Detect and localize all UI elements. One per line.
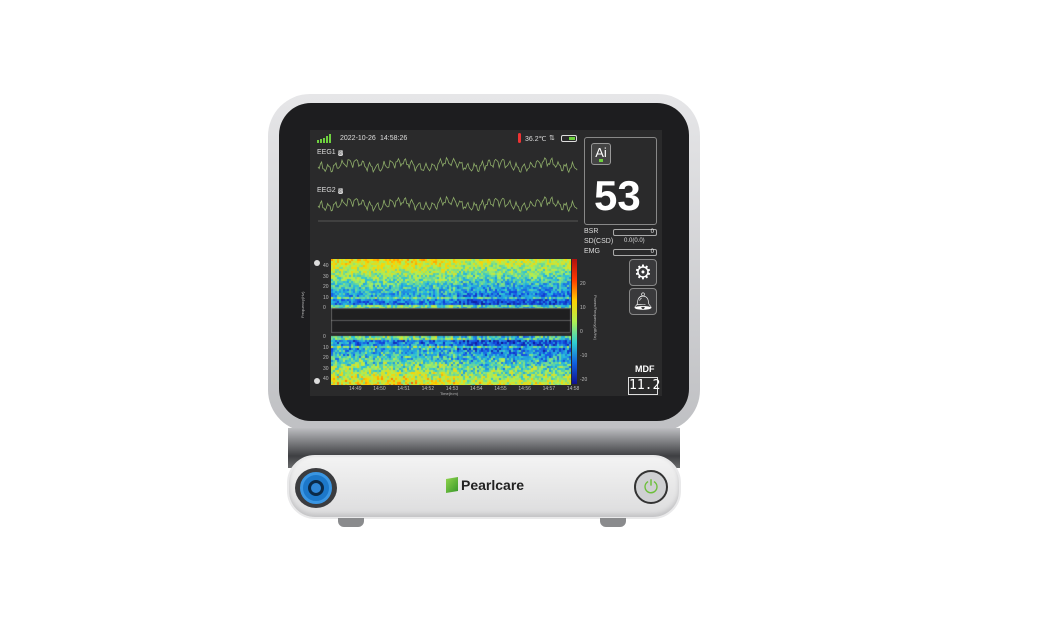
temperature-text: 36.2℃ xyxy=(525,136,547,143)
gear-icon: ⚙ xyxy=(634,262,652,284)
index-panel xyxy=(584,137,657,225)
bsr-value: 0 xyxy=(613,229,657,236)
x-tick: 14:51 xyxy=(397,386,410,392)
data-transfer-icon: ⇅ xyxy=(549,135,555,142)
bell-icon: 🔔︎ xyxy=(632,291,654,311)
x-tick: 14:55 xyxy=(494,386,507,392)
ai-icon: Ai xyxy=(591,143,611,165)
colorbar-tick: 20 xyxy=(580,281,586,287)
date-text: 2022-10-26 xyxy=(340,135,376,142)
index-value: 53 xyxy=(594,172,641,219)
sd-csd-value: 0.0(0.0) xyxy=(624,238,645,244)
y-tick: 40 xyxy=(323,263,329,269)
x-axis-label: Time(h:m) xyxy=(440,391,459,396)
colorbar-label: Power/Frequency(dB/Hz) xyxy=(593,295,598,340)
x-tick: 14:53 xyxy=(445,386,459,392)
colorbar-tick: 0 xyxy=(580,329,583,335)
battery-icon xyxy=(561,135,577,142)
colorbar-tick: -10 xyxy=(580,353,588,359)
x-tick: 14:58 xyxy=(566,386,580,392)
emg-value: 0 xyxy=(613,249,657,256)
leaf-logo-icon xyxy=(446,476,458,494)
emg-label: EMG xyxy=(584,248,600,255)
power-button[interactable]: ⏻ xyxy=(634,470,668,504)
mdf-label: MDF xyxy=(635,364,655,374)
sensor-port[interactable] xyxy=(295,468,337,508)
colorbar-tick: 10 xyxy=(580,305,586,311)
x-tick: 14:52 xyxy=(421,386,435,392)
colorbar-tick: -20 xyxy=(580,377,588,383)
y-tick: 30 xyxy=(323,273,329,280)
signal-bars-icon xyxy=(317,134,331,143)
colorbar xyxy=(572,259,577,384)
eeg2-label: EEG2 ◎ xyxy=(317,187,343,194)
x-tick: 14:57 xyxy=(542,386,556,392)
power-icon: ⏻ xyxy=(643,476,659,497)
sd-csd-label: SD(CSD) xyxy=(584,238,614,245)
x-tick: 14:49 xyxy=(349,386,362,392)
y-tick: 20 xyxy=(323,355,329,361)
bsr-label: BSR xyxy=(584,228,599,235)
y-tick: 40 xyxy=(323,376,329,382)
y-tick: 20 xyxy=(323,284,329,290)
y-tick: 30 xyxy=(323,365,329,372)
spectrogram-canvas xyxy=(331,259,571,385)
y-tick: 10 xyxy=(323,344,329,351)
x-tick: 14:50 xyxy=(373,386,386,392)
y-tick: 0 xyxy=(323,334,326,340)
foot-left xyxy=(338,518,364,527)
monitor-base xyxy=(287,455,681,519)
thermometer-icon xyxy=(518,133,521,143)
eeg-waveforms xyxy=(317,156,578,222)
channel2-marker-icon xyxy=(314,378,320,384)
eeg1-waveform xyxy=(317,156,578,174)
x-tick: 14:54 xyxy=(470,386,483,392)
settings-button[interactable]: ⚙ xyxy=(629,259,657,286)
mdf-value: 11.2 xyxy=(628,377,661,395)
brand-logo: Pearlcare xyxy=(446,476,524,494)
eeg2-waveform xyxy=(317,195,578,213)
x-tick: 14:56 xyxy=(518,386,531,392)
channel1-marker-icon xyxy=(314,260,320,266)
y-axis-label: Frequency(Hz) xyxy=(300,291,305,318)
time-text: 14:58:26 xyxy=(380,135,408,142)
y-tick: 10 xyxy=(323,294,329,301)
y-tick: 0 xyxy=(323,305,326,311)
eeg1-label: EEG1 ◎ xyxy=(317,149,343,156)
alarm-button[interactable]: 🔔︎ xyxy=(629,288,657,315)
foot-right xyxy=(600,518,626,527)
